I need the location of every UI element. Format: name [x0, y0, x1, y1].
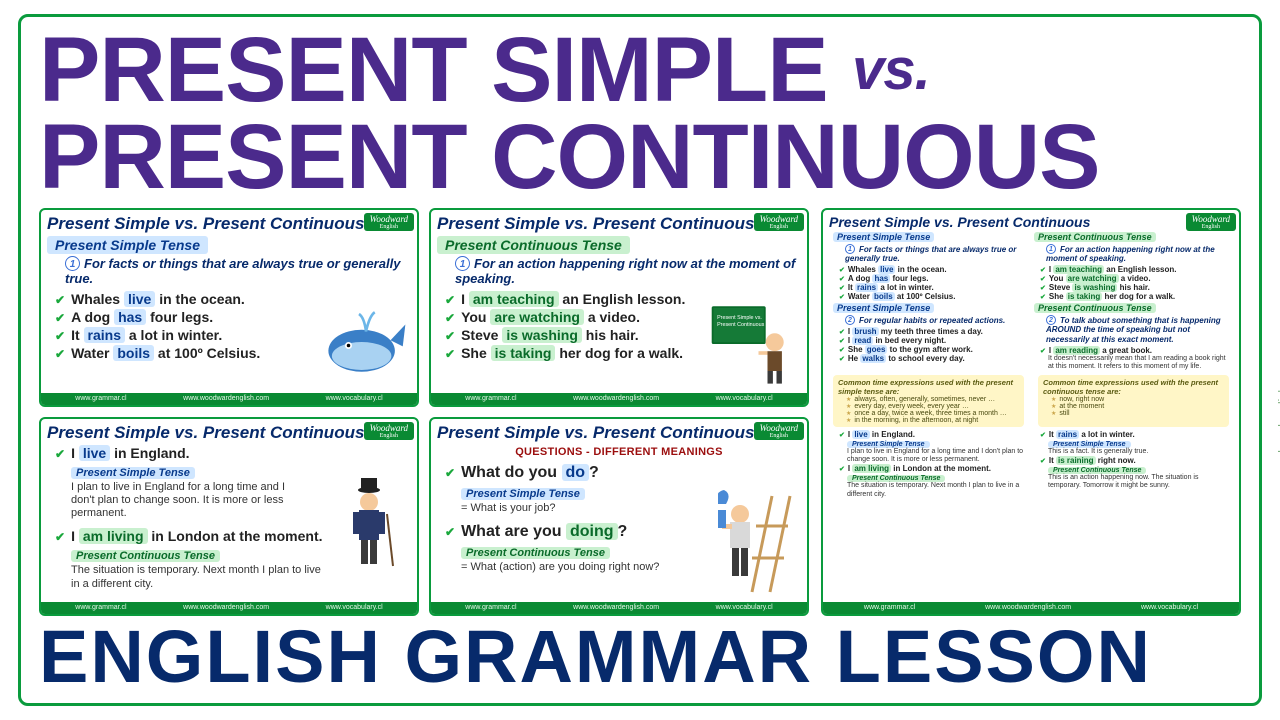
- card-questions-meanings: WoodwardEnglish Present Simple vs. Prese…: [429, 417, 809, 616]
- card-title: Present Simple vs. Present Continuous: [829, 214, 1233, 230]
- main-title: PRESENT SIMPLE vs. PRESENT CONTINUOUS: [39, 27, 1241, 202]
- present-simple-label: Present Simple Tense: [833, 232, 934, 242]
- svg-text:Present Simple vs.: Present Simple vs.: [717, 315, 762, 321]
- usage-description: 1For facts or things that are always tru…: [47, 256, 411, 287]
- present-continuous-label: Present Continuous Tense: [461, 547, 610, 559]
- cards-area: WoodwardEnglish Present Simple vs. Prese…: [39, 208, 1241, 616]
- card-title: Present Simple vs. Present Continuous: [47, 214, 411, 234]
- card-title: Present Simple vs. Present Continuous: [437, 423, 801, 443]
- lesson-frame: PRESENT SIMPLE vs. PRESENT CONTINUOUS Wo…: [18, 14, 1262, 706]
- card-present-continuous-now: WoodwardEnglish Present Simple vs. Prese…: [429, 208, 809, 407]
- summary-left-column: Present Simple Tense 1For facts or thing…: [833, 230, 1028, 372]
- woodward-badge: WoodwardEnglish: [364, 213, 414, 231]
- card-footer: www.grammar.clwww.woodwardenglish.comwww…: [823, 602, 1239, 614]
- present-continuous-label: Present Continuous Tense: [1034, 303, 1156, 313]
- example-sentence: I read in bed every night.: [839, 336, 1028, 345]
- example-sentence: Water boils at 100º Celsius.: [839, 292, 1028, 301]
- side-url: www.woodwardenglish.com: [1275, 360, 1280, 507]
- example-sentence: You are watching a video.: [1040, 274, 1229, 283]
- present-simple-label: Present Simple Tense: [833, 303, 934, 313]
- example-sentence: She is taking her dog for a walk.: [1040, 292, 1229, 301]
- common-expressions-simple: Common time expressions used with the pr…: [833, 375, 1024, 427]
- svg-text:Present Continuous: Present Continuous: [717, 322, 765, 328]
- example-sentence: I live in England.: [55, 445, 411, 461]
- present-simple-label: Present Simple Tense: [47, 236, 208, 254]
- example-sentence: Steve is washing his hair.: [1040, 283, 1229, 292]
- card-live-living-contrast: WoodwardEnglish Present Simple vs. Prese…: [39, 417, 419, 616]
- card-footer: www.grammar.clwww.woodwardenglish.comwww…: [431, 393, 807, 405]
- example-sentence: A dog has four legs.: [839, 274, 1028, 283]
- number-badge: 1: [455, 256, 470, 271]
- card-summary-chart: WoodwardEnglish Present Simple vs. Prese…: [821, 208, 1241, 616]
- left-cards-grid: WoodwardEnglish Present Simple vs. Prese…: [39, 208, 809, 616]
- example-sentence: She goes to the gym after work.: [839, 345, 1028, 354]
- present-continuous-label: Present Continuous Tense: [1034, 232, 1156, 242]
- card-footer: www.grammar.clwww.woodwardenglish.comwww…: [431, 602, 807, 614]
- explanation-note: The situation is temporary. Next month I…: [71, 564, 331, 590]
- bottom-title: ENGLISH GRAMMAR LESSON: [39, 620, 1241, 694]
- example-sentence: It rains a lot in winter.: [839, 283, 1028, 292]
- present-simple-label: Present Simple Tense: [71, 467, 195, 479]
- painter-icon: [718, 486, 803, 596]
- present-simple-label: Present Simple Tense: [461, 488, 585, 500]
- whale-icon: [321, 307, 411, 377]
- example-question: What do you do?: [445, 464, 801, 482]
- example-sentence: I brush my teeth three times a day.: [839, 327, 1028, 336]
- example-sentence: Whales live in the ocean.: [839, 265, 1028, 274]
- card-footer: www.grammar.clwww.woodwardenglish.comwww…: [41, 602, 417, 614]
- card-title: Present Simple vs. Present Continuous: [437, 214, 801, 234]
- card-title: Present Simple vs. Present Continuous: [47, 423, 411, 443]
- summary-columns: Present Simple Tense 1For facts or thing…: [829, 230, 1233, 372]
- teacher-icon: Present Simple vs.Present Continuous: [702, 299, 797, 389]
- example-sentence: Whales live in the ocean.: [55, 291, 411, 307]
- example-sentence: He walks to school every day.: [839, 354, 1028, 363]
- summary-right-column: Present Continuous Tense 1For an action …: [1034, 230, 1229, 372]
- present-continuous-label: Present Continuous Tense: [437, 236, 630, 254]
- gentleman-icon: [339, 474, 399, 574]
- present-continuous-label: Present Continuous Tense: [71, 550, 220, 562]
- common-expressions-continuous: Common time expressions used with the pr…: [1038, 375, 1229, 427]
- woodward-badge: WoodwardEnglish: [754, 213, 804, 231]
- example-sentence: I am teaching an English lesson.: [1040, 265, 1229, 274]
- woodward-badge: WoodwardEnglish: [1186, 213, 1236, 231]
- title-vs: vs.: [852, 37, 930, 102]
- card-present-simple-facts: WoodwardEnglish Present Simple vs. Prese…: [39, 208, 419, 407]
- woodward-badge: WoodwardEnglish: [754, 422, 804, 440]
- explanation-note: I plan to live in England for a long tim…: [71, 481, 291, 521]
- usage-description: 1For an action happening right now at th…: [437, 256, 801, 287]
- questions-header: QUESTIONS - DIFFERENT MEANINGS: [437, 446, 801, 458]
- number-badge: 1: [65, 256, 80, 271]
- woodward-badge: WoodwardEnglish: [364, 422, 414, 440]
- card-footer: www.grammar.clwww.woodwardenglish.comwww…: [41, 393, 417, 405]
- title-line2: PRESENT CONTINUOUS: [39, 114, 1241, 201]
